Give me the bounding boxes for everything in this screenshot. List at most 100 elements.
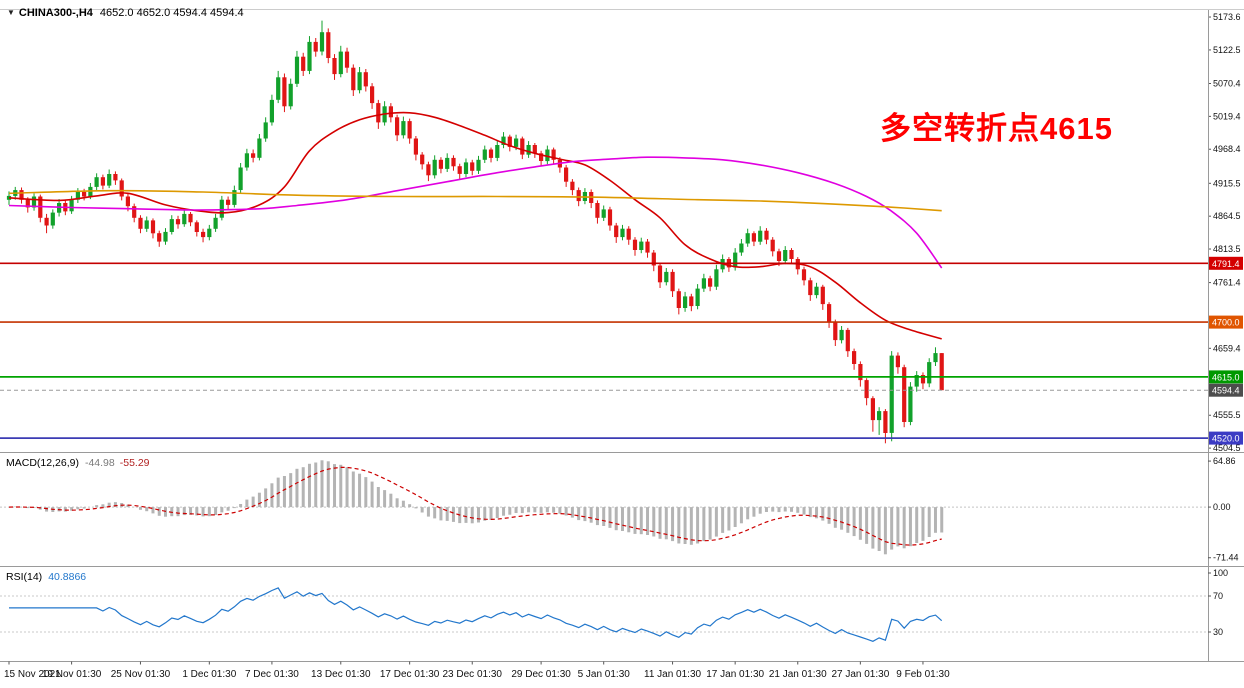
candle-body (501, 136, 506, 145)
price-badge-4594.4: 4594.4 (1209, 383, 1243, 397)
candle-body (689, 296, 694, 307)
candle-body (820, 286, 825, 305)
candle-body (169, 219, 174, 232)
candle-body (927, 362, 932, 384)
time-tick-label: 29 Dec 01:30 (511, 669, 571, 680)
price-tick-label: 4659.4 (1213, 343, 1241, 353)
rsi-line (9, 587, 943, 642)
macd-signal-line (8, 466, 942, 546)
candle-body (495, 145, 500, 158)
candle-body (908, 386, 913, 422)
candle-body (438, 159, 443, 169)
candle-body (488, 149, 494, 158)
candle-body (476, 159, 481, 171)
time-tick-label: 17 Jan 01:30 (706, 669, 764, 680)
ma-slow-orange (8, 189, 942, 212)
rsi-tick-label: 100 (1213, 568, 1228, 578)
candle-body (263, 122, 268, 139)
candle-body (764, 230, 769, 240)
svg-text:4700.0: 4700.0 (1212, 318, 1240, 328)
candle-body (783, 250, 788, 261)
candle-body (257, 138, 262, 158)
candle-body (514, 138, 519, 147)
candle-body (232, 190, 237, 205)
candle-body (194, 222, 199, 232)
price-badge-4791.4: 4791.4 (1209, 256, 1243, 270)
candle-body (852, 351, 857, 364)
candle-body (445, 157, 450, 169)
candle-body (163, 231, 168, 242)
candle-body (939, 353, 944, 391)
price-badge-4520.0: 4520.0 (1209, 431, 1243, 445)
time-tick-label: 9 Feb 01:30 (896, 669, 950, 680)
candle-body (564, 167, 569, 182)
candle-body (902, 367, 907, 422)
candle-body (808, 280, 813, 296)
candle-body (745, 233, 750, 244)
price-tick-label: 4504.5 (1213, 443, 1241, 453)
candle-body (676, 291, 681, 308)
candle-body (144, 220, 149, 229)
bull-bear-pivot-annotation[interactable]: 多空转折点4615 (880, 111, 1113, 146)
candle-body (620, 228, 625, 238)
candle-body (150, 220, 156, 234)
candle-body (695, 288, 700, 306)
candle-body (470, 162, 475, 171)
candle-body (814, 286, 819, 296)
candle-body (770, 239, 775, 252)
candle-body (188, 213, 193, 223)
candle-body (413, 138, 418, 155)
candle-body (539, 153, 544, 161)
candle-body (827, 304, 832, 323)
candle-body (889, 355, 894, 433)
price-tick-label: 4968.4 (1213, 144, 1241, 154)
time-tick-label: 21 Jan 01:30 (769, 669, 827, 680)
candle-body (407, 121, 412, 139)
price-axis[interactable]: 5173.6 5122.5 5070.4 5019.4 4968.4 4915.5 4864… (1208, 12, 1243, 453)
candle-body (119, 180, 124, 197)
candle-body (457, 166, 462, 174)
candle-body (614, 225, 619, 238)
candle-body (363, 72, 368, 87)
candle-body (370, 86, 375, 104)
svg-text:4594.4: 4594.4 (1212, 386, 1240, 396)
candle-body (313, 41, 318, 52)
candle-body (833, 322, 838, 341)
rsi-tick-label: 30 (1213, 627, 1223, 637)
price-tick-label: 4813.5 (1213, 244, 1241, 254)
candle-body (576, 190, 581, 202)
price-tick-label: 5173.6 (1213, 12, 1241, 22)
time-tick-label: 15 Nov 2021 (4, 669, 61, 680)
candle-body (269, 99, 274, 123)
candle-body (207, 228, 212, 238)
time-tick-label: 19 Nov 01:30 (42, 669, 102, 680)
svg-text:4615.0: 4615.0 (1212, 372, 1240, 382)
candle-body (301, 56, 306, 71)
candle-body (570, 181, 575, 191)
candle-body (858, 364, 863, 381)
candle-body (639, 241, 644, 250)
candle-body (282, 77, 287, 107)
candle-body (607, 209, 613, 226)
candle-body (19, 190, 24, 200)
candle-body (920, 375, 926, 384)
candle-body (776, 251, 782, 261)
candle-body (100, 177, 105, 186)
svg-text:4791.4: 4791.4 (1212, 259, 1240, 269)
candle-body (251, 153, 256, 158)
time-tick-label: 5 Jan 01:30 (578, 669, 631, 680)
candle-body (294, 56, 300, 84)
candle-body (657, 265, 663, 283)
candle-body (507, 136, 512, 147)
price-tick-label: 5122.5 (1213, 45, 1241, 55)
candle-body (82, 192, 87, 197)
time-tick-label: 13 Dec 01:30 (311, 669, 371, 680)
candle-body (31, 196, 37, 208)
time-tick-label: 23 Dec 01:30 (442, 669, 502, 680)
candle-body (683, 296, 688, 308)
candle-body (44, 217, 49, 226)
candle-body (801, 269, 807, 281)
